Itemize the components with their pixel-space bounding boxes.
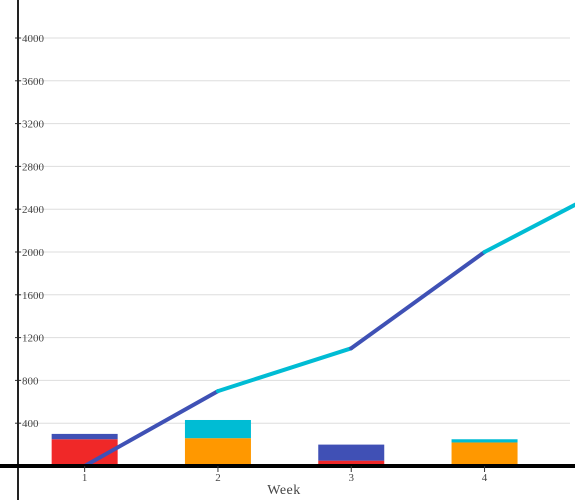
y-tick-label-400: 400 bbox=[22, 418, 39, 430]
x-tick-label-4: 4 bbox=[482, 472, 488, 484]
y-tick-label-3200: 3200 bbox=[22, 119, 45, 131]
bar-week-3-segment-1 bbox=[318, 460, 385, 466]
bar-week-3-segment-2 bbox=[318, 444, 385, 461]
y-tick-label-1200: 1200 bbox=[22, 333, 45, 345]
gridlines bbox=[18, 37, 570, 424]
x-tick-label-1: 1 bbox=[82, 472, 88, 484]
line-segment-4 bbox=[482, 202, 575, 254]
x-tick-labels: 1 2 3 4 bbox=[82, 472, 488, 484]
bar-week-2-segment-2 bbox=[184, 419, 251, 439]
y-tick-label-2400: 2400 bbox=[22, 204, 45, 216]
line-segment-3 bbox=[349, 250, 487, 351]
bar-week-1-segment-2 bbox=[51, 433, 118, 440]
cumulative-line bbox=[82, 202, 575, 468]
x-tick-label-3: 3 bbox=[349, 472, 355, 484]
bar-week-4-segment-1 bbox=[451, 442, 518, 466]
x-tick-label-2: 2 bbox=[215, 472, 221, 484]
x-axis-title: Week bbox=[267, 483, 301, 498]
y-tick-label-2000: 2000 bbox=[22, 247, 45, 259]
line-segment-2 bbox=[215, 346, 354, 394]
line-segment-1 bbox=[82, 389, 220, 468]
y-tick-labels: 400 800 1200 1600 2000 2400 2800 3200 3600 4000 bbox=[22, 33, 45, 430]
y-tick-label-800: 800 bbox=[22, 375, 39, 387]
bar-week-4-segment-2 bbox=[451, 439, 518, 443]
y-tick-label-3600: 3600 bbox=[22, 76, 45, 88]
y-tick-label-1600: 1600 bbox=[22, 290, 45, 302]
bar-week-2-segment-1 bbox=[184, 438, 251, 466]
y-tick-label-4000: 4000 bbox=[22, 33, 45, 45]
y-tick-label-2800: 2800 bbox=[22, 161, 45, 173]
